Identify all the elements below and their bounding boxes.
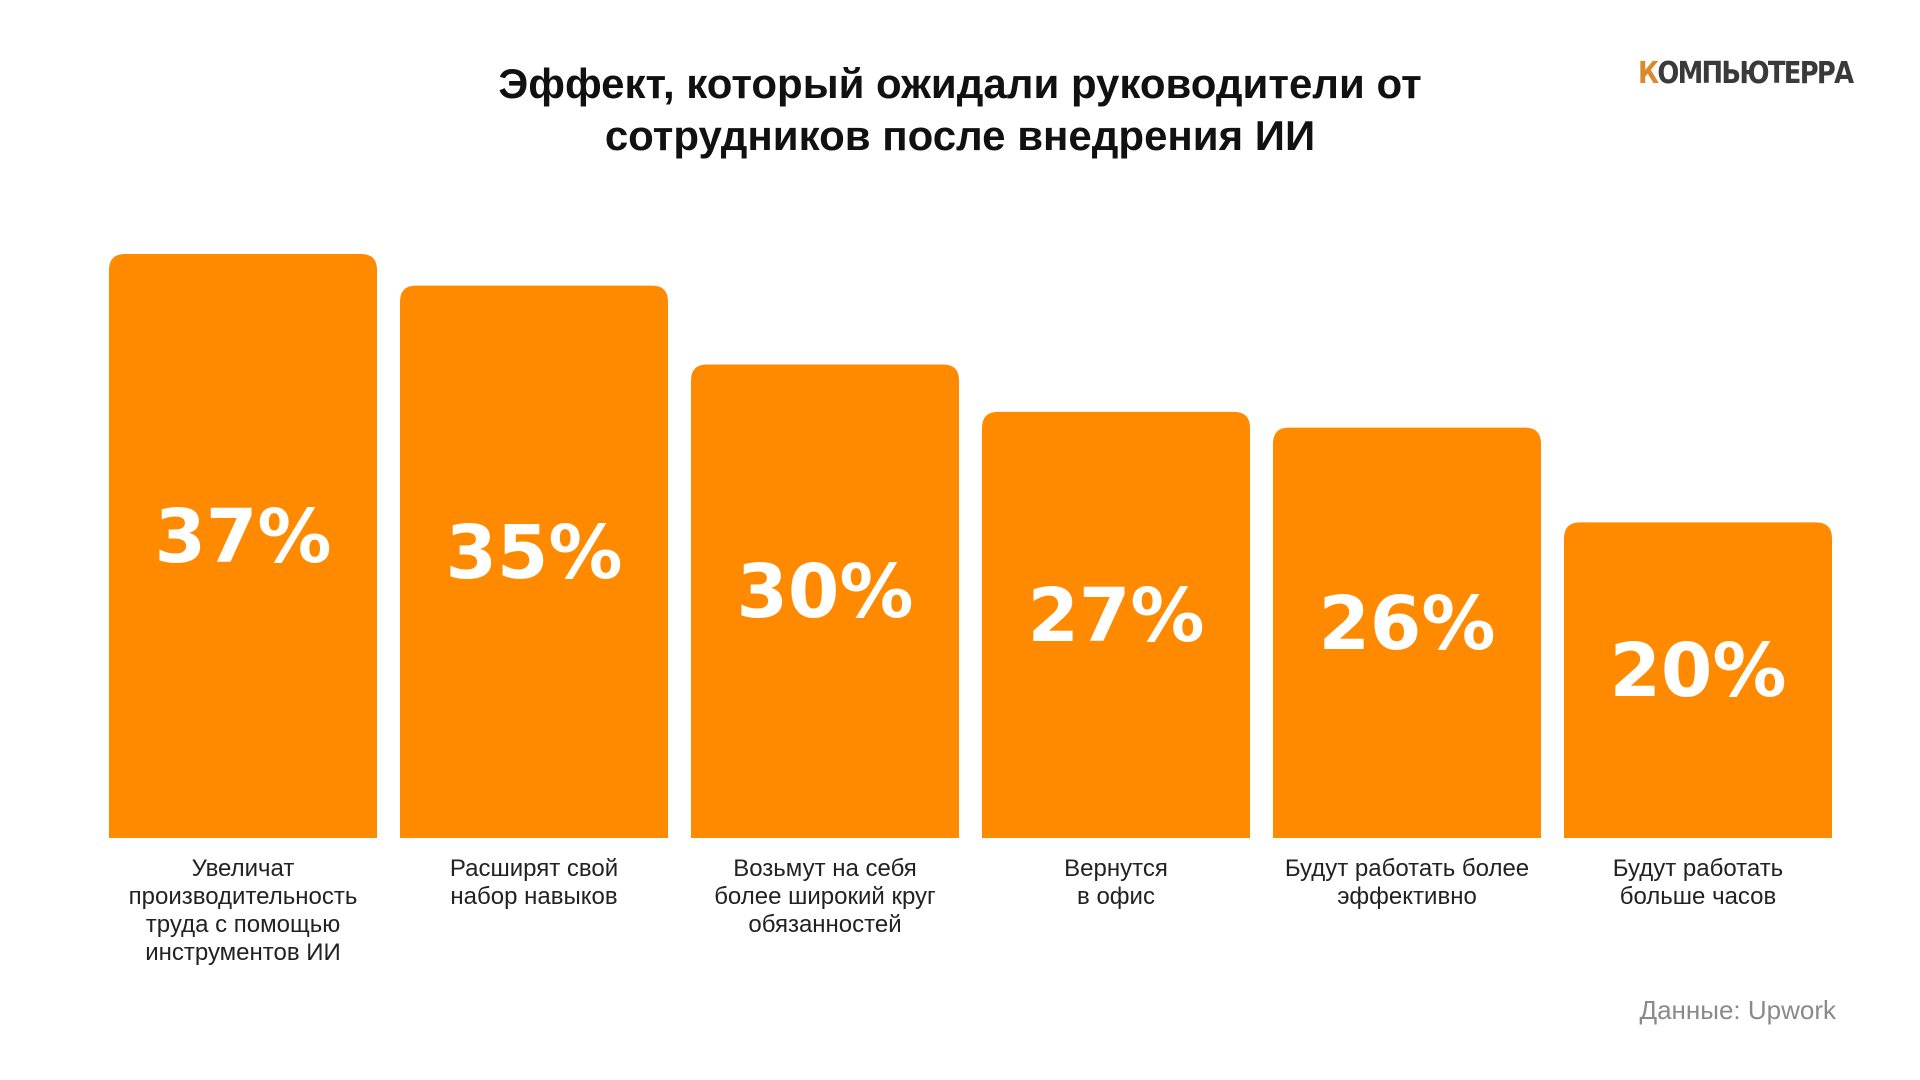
category-label-line: производительность [128, 883, 358, 910]
category-label-line: набор навыков [450, 883, 618, 910]
category-label-line: Увеличат [191, 855, 295, 882]
category-label-line: эффективно [1337, 883, 1477, 910]
bar [400, 285, 668, 838]
category-label-line: труда с помощью [145, 911, 341, 938]
category-label-line: более широкий круг [714, 883, 936, 910]
chart-title-line-2: сотрудников после внедрения ИИ [604, 112, 1316, 159]
category-label: Расширят свой набор навыков [384, 855, 684, 911]
bar-value-label: 20% [1609, 628, 1786, 714]
category-label-line: инструментов ИИ [145, 939, 341, 966]
bar-value-label: 37% [154, 494, 331, 580]
source-note: Данные: Upwork [1639, 995, 1836, 1025]
bar [1564, 522, 1832, 838]
category-label-line: обязанностей [748, 911, 902, 938]
bar [982, 411, 1250, 838]
bar [109, 254, 377, 838]
category-label: Вернутся в офис [966, 855, 1266, 911]
chart-title: Эффект, который ожидали руководители от … [0, 58, 1920, 162]
category-label-line: Вернутся [1064, 855, 1168, 882]
bar [691, 364, 959, 838]
bar-value-label: 30% [736, 549, 913, 635]
category-label-line: больше часов [1619, 883, 1777, 910]
bar-value-label: 35% [445, 510, 622, 596]
bar [1273, 427, 1541, 838]
chart-title-line-1: Эффект, который ожидали руководители от [498, 60, 1422, 107]
category-label-line: Расширят свой [449, 855, 619, 882]
category-label: Будут работать более эффективно [1257, 855, 1557, 911]
bar-value-label: 27% [1027, 573, 1204, 659]
logo-first-letter: К [1638, 56, 1659, 91]
category-label: Будут работать больше часов [1548, 855, 1848, 911]
category-label: Увеличат производительность труда с помощь… [93, 855, 393, 967]
category-label: Возьмут на себя более широкий круг обязанн… [675, 855, 975, 939]
category-label-line: Будут работать более [1284, 855, 1530, 882]
category-label-line: в офис [1077, 883, 1155, 910]
logo: КОМПЬЮТЕРРА [1638, 56, 1854, 91]
category-label-line: Возьмут на себя [733, 855, 917, 882]
category-label-line: Будут работать [1612, 855, 1784, 882]
logo-rest: ОМПЬЮТЕРРА [1657, 56, 1854, 91]
bar-value-label: 26% [1318, 581, 1495, 667]
